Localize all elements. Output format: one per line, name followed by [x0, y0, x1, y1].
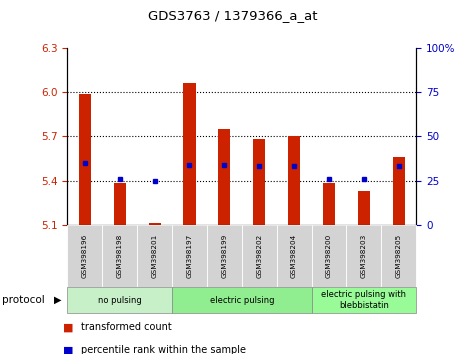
- Text: GSM398201: GSM398201: [152, 234, 158, 278]
- Text: ■: ■: [63, 322, 73, 332]
- Bar: [79, 93, 91, 225]
- Text: electric pulsing with
blebbistatin: electric pulsing with blebbistatin: [321, 290, 406, 310]
- Text: no pulsing: no pulsing: [98, 296, 142, 304]
- Text: GSM398196: GSM398196: [82, 234, 88, 278]
- Text: ■: ■: [63, 346, 73, 354]
- Text: GSM398205: GSM398205: [396, 234, 402, 278]
- Text: ▶: ▶: [54, 295, 62, 305]
- Text: GSM398200: GSM398200: [326, 234, 332, 278]
- Bar: [253, 139, 266, 225]
- Bar: [358, 191, 370, 225]
- Bar: [218, 129, 231, 225]
- Text: GSM398198: GSM398198: [117, 234, 123, 278]
- Text: GSM398203: GSM398203: [361, 234, 367, 278]
- Text: GSM398204: GSM398204: [291, 234, 297, 278]
- Bar: [148, 223, 161, 225]
- Bar: [288, 136, 300, 225]
- Bar: [392, 157, 405, 225]
- Text: protocol: protocol: [2, 295, 45, 305]
- Text: transformed count: transformed count: [81, 322, 172, 332]
- Text: GSM398199: GSM398199: [221, 234, 227, 278]
- Bar: [113, 183, 126, 225]
- Text: GSM398202: GSM398202: [256, 234, 262, 278]
- Text: GSM398197: GSM398197: [186, 234, 193, 278]
- Text: GDS3763 / 1379366_a_at: GDS3763 / 1379366_a_at: [148, 9, 317, 22]
- Text: electric pulsing: electric pulsing: [210, 296, 274, 304]
- Bar: [323, 183, 335, 225]
- Bar: [183, 83, 196, 225]
- Text: percentile rank within the sample: percentile rank within the sample: [81, 346, 246, 354]
